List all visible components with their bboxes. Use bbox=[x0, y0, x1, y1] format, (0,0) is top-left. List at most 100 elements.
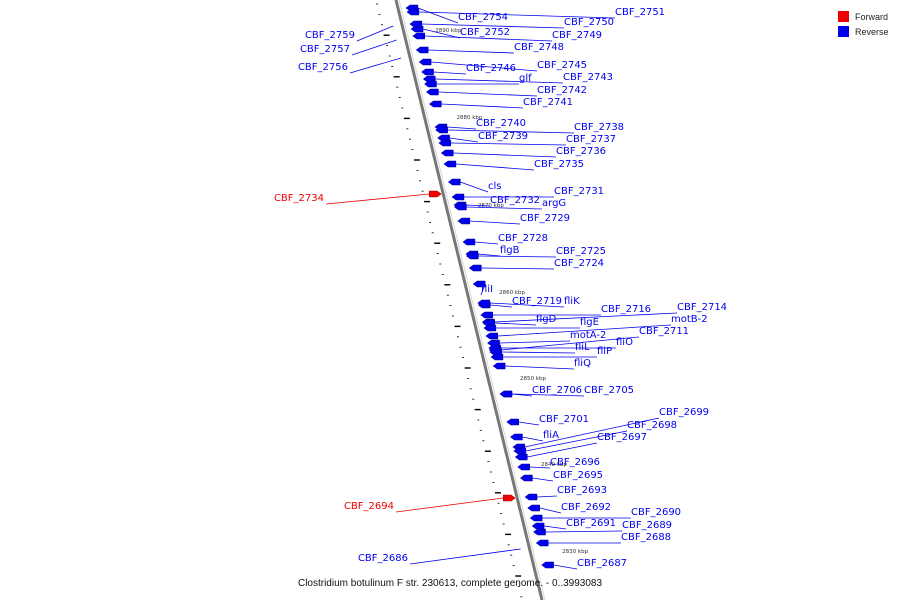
gene-label-cbf-2694[interactable]: CBF_2694 bbox=[344, 501, 394, 512]
gene-cbf-2734-icon[interactable] bbox=[428, 190, 442, 198]
gene-cbf-2737-icon[interactable] bbox=[438, 139, 452, 147]
gene-glf-icon[interactable] bbox=[424, 80, 437, 88]
gene-label-cbf-2695[interactable]: CBF_2695 bbox=[553, 470, 603, 481]
gene-label-cbf-2752[interactable]: CBF_2752 bbox=[460, 27, 510, 38]
gene-label-cbf-2687[interactable]: CBF_2687 bbox=[577, 558, 627, 569]
gene-cbf-2738-icon[interactable] bbox=[435, 126, 448, 134]
gene-cbf-2729-icon[interactable] bbox=[457, 217, 471, 225]
gene-cbf-2724-icon[interactable] bbox=[468, 264, 482, 272]
gene-label-flip[interactable]: fliP bbox=[597, 346, 612, 357]
gene-cbf-2742-icon[interactable] bbox=[425, 88, 439, 96]
gene-cbf-2735-icon[interactable] bbox=[443, 160, 457, 168]
gene-label-flia[interactable]: fliA bbox=[543, 430, 559, 441]
gene-label-cbf-2728[interactable]: CBF_2728 bbox=[498, 233, 548, 244]
gene-label-cls[interactable]: cls bbox=[488, 181, 502, 192]
gene-label-cbf-2714[interactable]: CBF_2714 bbox=[677, 302, 727, 313]
gene-cbf-2689-icon[interactable] bbox=[533, 528, 546, 536]
gene-flip-icon[interactable] bbox=[490, 353, 504, 361]
gene-label-cbf-2741[interactable]: CBF_2741 bbox=[523, 97, 573, 108]
gene-flge-icon[interactable] bbox=[483, 324, 497, 332]
gene-cbf-2691-icon[interactable] bbox=[531, 522, 545, 530]
gene-label-cbf-2693[interactable]: CBF_2693 bbox=[557, 485, 607, 496]
gene-label-flil[interactable]: fliL bbox=[575, 342, 590, 353]
gene-label-flgd[interactable]: flgD bbox=[536, 314, 557, 325]
gene-cbf-2688-icon[interactable] bbox=[535, 539, 549, 547]
gene-cbf-2693-icon[interactable] bbox=[524, 493, 538, 501]
gene-label-cbf-2734[interactable]: CBF_2734 bbox=[274, 193, 324, 204]
gene-label-cbf-2686[interactable]: CBF_2686 bbox=[358, 553, 408, 564]
gene-label-cbf-2740[interactable]: CBF_2740 bbox=[476, 118, 526, 129]
gene-cbf-2749-icon[interactable] bbox=[412, 32, 426, 40]
gene-fliq-icon[interactable] bbox=[492, 362, 506, 370]
gene-label-cbf-2735[interactable]: CBF_2735 bbox=[534, 159, 584, 170]
gene-label-cbf-2699[interactable]: CBF_2699 bbox=[659, 407, 709, 418]
gene-label-cbf-2746[interactable]: CBF_2746 bbox=[466, 63, 516, 74]
gene-label-cbf-2731[interactable]: CBF_2731 bbox=[554, 186, 604, 197]
gene-label-cbf-2697[interactable]: CBF_2697 bbox=[597, 432, 647, 443]
gene-label-cbf-2724[interactable]: CBF_2724 bbox=[554, 258, 604, 269]
gene-label-cbf-2759[interactable]: CBF_2759 bbox=[305, 30, 355, 41]
gene-cbf-2705-icon[interactable] bbox=[499, 390, 513, 398]
gene-argg-icon[interactable] bbox=[453, 203, 467, 211]
gene-label-flgb[interactable]: flgB bbox=[500, 245, 520, 256]
gene-label-cbf-2690[interactable]: CBF_2690 bbox=[631, 507, 681, 518]
gene-label-flik[interactable]: fliK bbox=[564, 296, 580, 307]
gene-cbf-2748-icon[interactable] bbox=[415, 46, 429, 54]
gene-label-cbf-2732[interactable]: CBF_2732 bbox=[490, 195, 540, 206]
gene-cbf-2716-icon[interactable] bbox=[480, 311, 493, 319]
gene-cbf-2751-icon[interactable] bbox=[406, 8, 420, 16]
gene-label-cbf-2701[interactable]: CBF_2701 bbox=[539, 414, 589, 425]
gene-flia-icon[interactable] bbox=[509, 433, 523, 441]
gene-label-cbf-2745[interactable]: CBF_2745 bbox=[537, 60, 587, 71]
gene-cbf-2690-icon[interactable] bbox=[529, 514, 543, 522]
gene-label-cbf-2706[interactable]: CBF_2706 bbox=[532, 385, 582, 396]
gene-label-cbf-2749[interactable]: CBF_2749 bbox=[552, 30, 602, 41]
gene-label-cbf-2716[interactable]: CBF_2716 bbox=[601, 304, 651, 315]
gene-label-mota-2[interactable]: motA-2 bbox=[570, 330, 606, 341]
gene-label-cbf-2757[interactable]: CBF_2757 bbox=[300, 44, 350, 55]
gene-cbf-2736-icon[interactable] bbox=[440, 149, 454, 157]
gene-cbf-2746-icon[interactable] bbox=[421, 68, 434, 76]
gene-label-motb-2[interactable]: motB-2 bbox=[671, 314, 708, 325]
gene-label-cbf-2736[interactable]: CBF_2736 bbox=[556, 146, 606, 157]
gene-label-cbf-2691[interactable]: CBF_2691 bbox=[566, 518, 616, 529]
gene-label-cbf-2696[interactable]: CBF_2696 bbox=[550, 457, 600, 468]
gene-label-cbf-2756[interactable]: CBF_2756 bbox=[298, 62, 348, 73]
gene-label-glf[interactable]: glf bbox=[519, 73, 532, 84]
gene-label-cbf-2738[interactable]: CBF_2738 bbox=[574, 122, 624, 133]
gene-cbf-2750-icon[interactable] bbox=[409, 20, 423, 28]
gene-label-cbf-2742[interactable]: CBF_2742 bbox=[537, 85, 587, 96]
gene-cbf-2731-icon[interactable] bbox=[451, 193, 465, 201]
gene-label-cbf-2754[interactable]: CBF_2754 bbox=[458, 12, 508, 23]
gene-cbf-2701-icon[interactable] bbox=[506, 418, 520, 426]
gene-label-cbf-2689[interactable]: CBF_2689 bbox=[622, 520, 672, 531]
gene-cbf-2687-icon[interactable] bbox=[541, 561, 554, 569]
gene-label-cbf-2705[interactable]: CBF_2705 bbox=[584, 385, 634, 396]
gene-label-flii[interactable]: fliI bbox=[481, 284, 493, 295]
gene-flii-icon[interactable] bbox=[472, 280, 486, 288]
gene-flik-icon[interactable] bbox=[477, 299, 491, 307]
gene-label-cbf-2750[interactable]: CBF_2750 bbox=[564, 17, 614, 28]
gene-cls-icon[interactable] bbox=[447, 178, 461, 186]
gene-label-cbf-2698[interactable]: CBF_2698 bbox=[627, 420, 677, 431]
gene-label-cbf-2711[interactable]: CBF_2711 bbox=[639, 326, 689, 337]
gene-label-cbf-2748[interactable]: CBF_2748 bbox=[514, 42, 564, 53]
gene-label-cbf-2739[interactable]: CBF_2739 bbox=[478, 131, 528, 142]
gene-cbf-2745-icon[interactable] bbox=[418, 58, 432, 66]
gene-label-cbf-2751[interactable]: CBF_2751 bbox=[615, 7, 665, 18]
gene-motb-2-icon[interactable] bbox=[485, 332, 499, 340]
gene-label-cbf-2729[interactable]: CBF_2729 bbox=[520, 213, 570, 224]
gene-cbf-2692-icon[interactable] bbox=[527, 504, 540, 512]
gene-label-cbf-2688[interactable]: CBF_2688 bbox=[621, 532, 671, 543]
gene-label-cbf-2692[interactable]: CBF_2692 bbox=[561, 502, 611, 513]
gene-cbf-2728-icon[interactable] bbox=[462, 238, 476, 246]
gene-label-cbf-2737[interactable]: CBF_2737 bbox=[566, 134, 616, 145]
gene-label-cbf-2719[interactable]: CBF_2719 bbox=[512, 296, 562, 307]
gene-cbf-2695-icon[interactable] bbox=[519, 474, 533, 482]
gene-cbf-2741-icon[interactable] bbox=[428, 100, 442, 108]
gene-label-fliq[interactable]: fliQ bbox=[574, 358, 591, 369]
gene-label-flio[interactable]: fliO bbox=[616, 337, 633, 348]
gene-cbf-2697-icon[interactable] bbox=[514, 453, 528, 461]
gene-cbf-2694-icon[interactable] bbox=[503, 494, 516, 502]
gene-label-flge[interactable]: flgE bbox=[580, 317, 599, 328]
